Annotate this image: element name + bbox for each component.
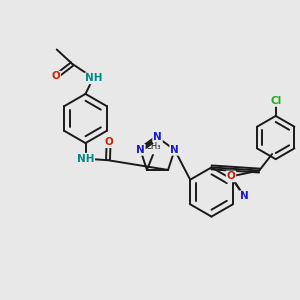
Text: NH: NH [85, 73, 103, 83]
Text: O: O [51, 71, 60, 82]
Text: N: N [153, 132, 162, 142]
Text: O: O [104, 137, 113, 147]
Text: O: O [226, 171, 236, 182]
Text: CH₃: CH₃ [145, 142, 161, 152]
Text: NH: NH [77, 154, 94, 164]
Text: N: N [170, 145, 179, 155]
Text: N: N [240, 191, 249, 201]
Text: Cl: Cl [270, 96, 281, 106]
Text: N: N [136, 145, 145, 155]
